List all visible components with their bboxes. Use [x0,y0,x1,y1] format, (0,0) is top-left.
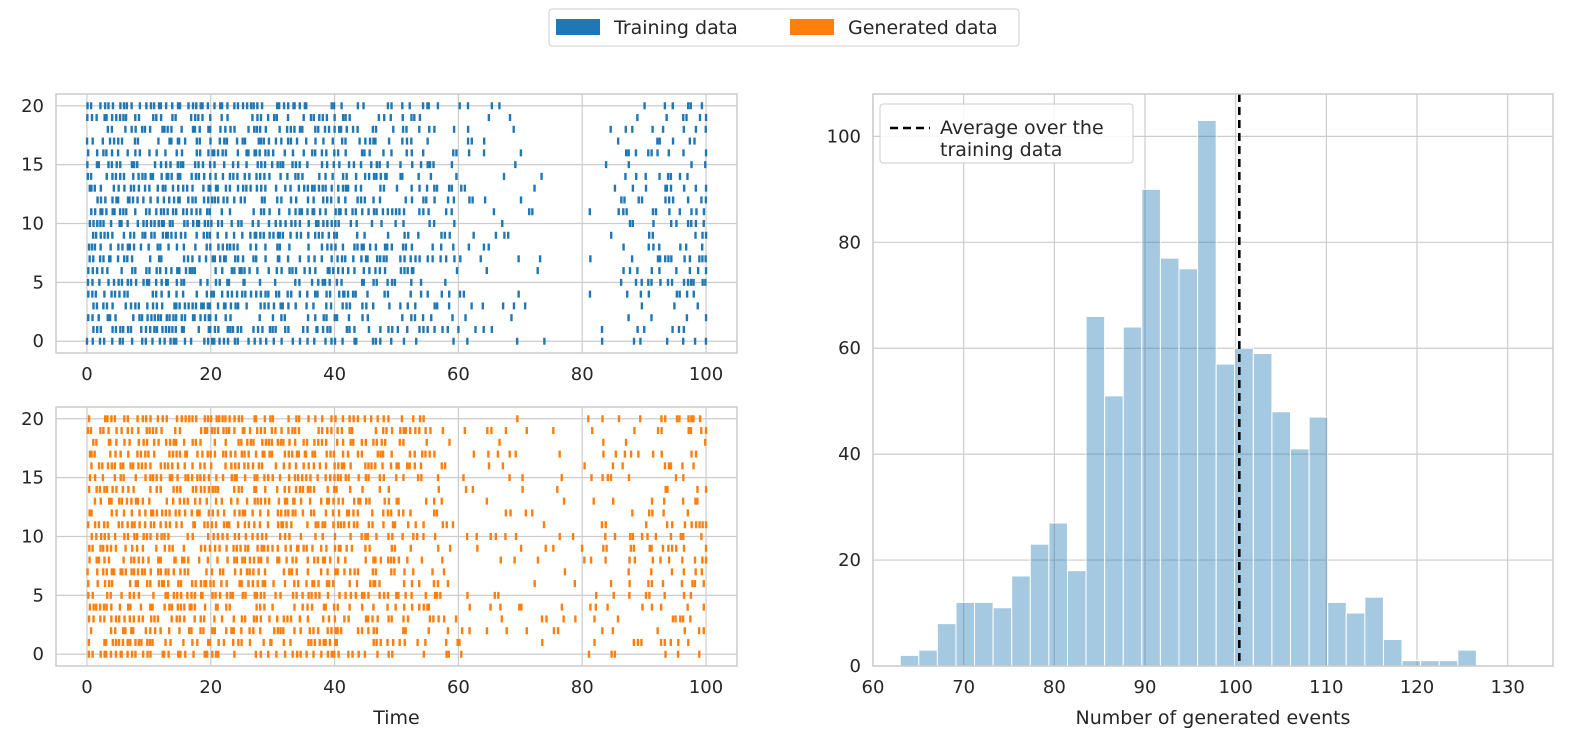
legend-swatch-training [556,19,600,35]
histogram-bar [1066,570,1087,667]
generated-raster-ytick-label: 5 [33,585,44,606]
training-raster-ytick-label: 5 [33,272,44,293]
event-count-histogram-frame [872,93,1554,667]
histogram-bar [1234,347,1254,667]
event-count-histogram-xtick-label: 90 [1134,677,1157,698]
generated-raster-panel: 0 20 40 60 80 100 0 5 10 15 20 Time [21,406,738,729]
legend-swatch-generated [790,19,834,35]
histogram-bar [1159,257,1180,667]
training-raster-ytick-label: 20 [21,96,44,117]
histogram-bar [992,607,1013,667]
histogram-bar [1215,363,1236,667]
training-raster-xtick-label: 40 [323,364,346,385]
training-raster-panel: 0 20 40 60 80 100 0 5 10 15 20 [21,93,738,385]
training-raster-ytick-label: 15 [21,155,44,176]
generated-raster-xtick-label: 20 [199,677,222,698]
histogram-bar [1345,612,1366,667]
generated-raster-xtick-label: 60 [447,677,470,698]
figure-legend: Training data Generated data [548,8,1020,47]
event-count-histogram-ytick-label: 20 [838,550,861,571]
event-count-histogram-xtick-label: 100 [1218,677,1252,698]
generated-raster-ytick-label: 10 [21,527,44,548]
histogram-bar [1085,315,1106,667]
generated-raster-events [86,415,708,658]
histogram-bar [1029,543,1050,667]
generated-raster-xtick-label: 0 [81,677,92,698]
generated-raster-ytick-label: 20 [21,409,44,430]
generated-raster-xlabel: Time [372,707,420,729]
event-count-histogram-bars [899,119,1477,667]
histogram-bar [1011,575,1031,667]
training-raster-ytick-label: 0 [33,331,44,352]
event-count-histogram-ytick-label: 80 [838,232,861,253]
event-count-histogram-xtick-label: 130 [1490,677,1524,698]
event-count-histogram-ytick-label: 60 [838,338,861,359]
training-raster-xtick-label: 0 [81,364,92,385]
event-count-histogram-xlabel: Number of generated events [1076,707,1351,729]
generated-raster-xtick-label: 40 [323,677,346,698]
event-count-histogram-xtick-label: 120 [1400,677,1434,698]
histogram-legend-label: Average over the [940,117,1104,139]
histogram-bar [1197,119,1217,667]
training-raster-xtick-label: 100 [689,364,723,385]
training-raster-xtick-label: 60 [447,364,470,385]
event-count-histogram-xtick-label: 80 [1043,677,1066,698]
histogram-bar [1382,639,1403,667]
figure-legend-frame [548,8,1020,47]
generated-raster-xtick-label: 80 [571,677,594,698]
histogram-bar [955,601,976,667]
event-count-histogram-ytick-label: 0 [850,656,861,677]
event-count-histogram-xtick-label: 60 [862,677,885,698]
event-count-histogram-xtick-label: 70 [952,677,975,698]
histogram-bar [1290,448,1310,667]
training-raster-frame [55,93,738,354]
event-count-histogram-ytick-label: 40 [838,444,861,465]
histogram-bar [1252,353,1273,667]
histogram-bar [1048,522,1068,667]
histogram-bar [1104,395,1124,667]
generated-raster-xtick-label: 100 [689,677,723,698]
training-raster-events [85,102,708,345]
histogram-bar [1141,188,1161,667]
histogram-bar [1420,660,1440,667]
generated-raster-ytick-label: 15 [21,468,44,489]
event-count-histogram-ytick-label: 100 [827,126,861,147]
histogram-bar [1364,596,1384,667]
training-raster-ytick-label: 10 [21,214,44,235]
generated-raster-ytick-label: 0 [33,644,44,665]
histogram-legend-label: training data [940,139,1062,161]
histogram-bar [1457,649,1477,667]
histogram-bar [1308,416,1329,667]
histogram-bar [936,623,957,667]
histogram-bar [974,601,994,667]
histogram-bar [1438,660,1459,667]
generated-raster-frame [55,406,738,667]
training-raster-xtick-label: 80 [571,364,594,385]
histogram-bar [1327,601,1347,667]
histogram-bar [1178,268,1199,667]
histogram-bar [918,649,938,667]
histogram-bar [1122,326,1143,667]
histogram-legend-frame [879,103,1134,164]
histogram-bar [1271,411,1292,667]
training-raster-xtick-label: 20 [199,364,222,385]
legend-label-generated: Generated data [848,17,998,39]
legend-label-training: Training data [613,17,738,39]
event-count-histogram-xtick-label: 110 [1309,677,1343,698]
histogram-panel: 60 70 80 90 100 110 120 130 0 20 40 60 80 100 Number o… [827,93,1554,729]
histogram-bar [899,654,920,667]
histogram-bar [1401,660,1422,667]
